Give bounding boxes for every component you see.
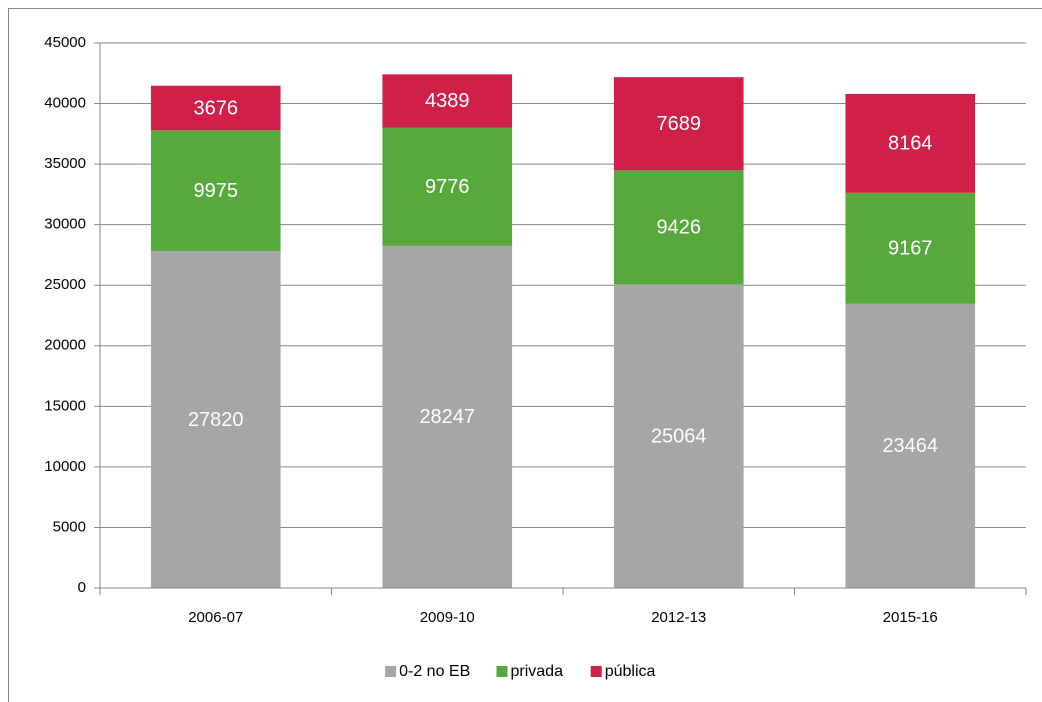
value-label: 28247: [419, 406, 475, 428]
y-tick-label: 0: [78, 579, 86, 596]
bar-segment: [845, 93, 976, 193]
legend-swatch: [385, 666, 397, 677]
value-label: 27820: [188, 409, 244, 431]
bar-segment: [150, 130, 281, 252]
value-label: 8164: [888, 133, 933, 155]
value-label: 9776: [425, 176, 470, 198]
value-label: 9167: [888, 238, 933, 260]
x-tick-label: 2012-13: [651, 609, 706, 626]
y-tick-label: 10000: [44, 458, 86, 475]
value-label: 4389: [425, 90, 470, 112]
chart-border: [8, 8, 1042, 702]
y-tick-label: 35000: [44, 155, 86, 172]
x-tick-label: 2015-16: [883, 609, 938, 626]
bar-segment: [150, 251, 281, 588]
value-label: 23464: [882, 435, 938, 457]
y-tick-label: 45000: [44, 34, 86, 51]
y-tick-label: 25000: [44, 276, 86, 293]
y-tick-label: 20000: [44, 337, 86, 354]
legend-label: privada: [511, 663, 564, 680]
x-tick-label: 2009-10: [420, 609, 475, 626]
bar-segment: [845, 303, 976, 588]
y-tick-label: 30000: [44, 216, 86, 233]
bar-segment: [613, 77, 744, 171]
y-tick-label: 5000: [53, 518, 86, 535]
bar-segment: [382, 127, 513, 246]
bar-segment: [845, 192, 976, 304]
bar-segment: [613, 170, 744, 285]
value-label: 9975: [194, 180, 239, 202]
y-tick-label: 40000: [44, 95, 86, 112]
value-label: 3676: [194, 97, 239, 119]
bar-segment: [382, 245, 513, 588]
value-label: 25064: [651, 426, 707, 448]
legend-label: 0-2 no EB: [399, 663, 470, 680]
bar-segment: [613, 284, 744, 588]
value-label: 7689: [657, 113, 702, 135]
bar-segment: [382, 74, 513, 128]
legend-label: pública: [605, 663, 656, 680]
x-tick-label: 2006-07: [188, 609, 243, 626]
legend-swatch: [496, 666, 508, 677]
legend-swatch: [590, 666, 602, 677]
bar-segment: [150, 85, 281, 131]
value-label: 9426: [657, 217, 702, 239]
y-tick-label: 15000: [44, 397, 86, 414]
